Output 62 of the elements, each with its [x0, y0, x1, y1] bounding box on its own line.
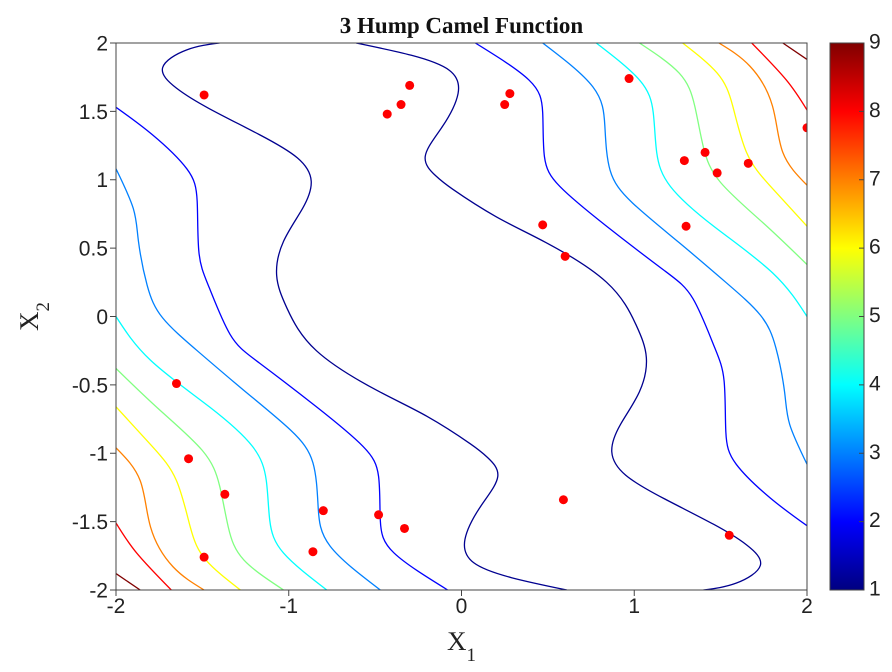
point	[624, 74, 634, 84]
line-series	[474, 43, 807, 526]
color-bar-label: 3	[869, 440, 881, 464]
point	[400, 524, 409, 533]
point	[682, 222, 691, 231]
point	[172, 379, 181, 388]
point	[724, 530, 734, 540]
line-series	[116, 106, 448, 590]
color-bar-label: 2	[869, 509, 881, 532]
line-series	[596, 43, 807, 318]
x-tick-label: 1	[628, 594, 640, 618]
line-series	[116, 316, 328, 590]
chart-title: 3 Hump Camel Function	[340, 13, 584, 38]
x-tick-label: 2	[801, 594, 813, 618]
line-series	[638, 43, 807, 266]
point	[405, 80, 414, 90]
point	[560, 252, 570, 261]
line-series	[162, 43, 568, 590]
line-series	[116, 168, 381, 590]
color-bar-label: 8	[869, 98, 881, 122]
color-bar-label: 5	[869, 304, 881, 328]
point	[680, 156, 689, 166]
color-bar-label: 4	[869, 372, 881, 396]
point	[184, 454, 194, 464]
point	[712, 168, 722, 178]
point	[538, 220, 548, 230]
x-tick-label: 0	[456, 594, 468, 618]
y-tick-label: 1.5	[78, 100, 108, 124]
line-series	[682, 43, 807, 227]
point	[374, 510, 384, 520]
color-bar-label: 7	[869, 167, 881, 190]
x-axis-title: X$_{1}$	[447, 626, 476, 666]
y-tick-label: -2	[89, 579, 108, 602]
color-bar-label: 6	[869, 236, 881, 259]
color-bar-label: 1	[869, 578, 881, 601]
x-tick-label: -1	[279, 594, 298, 618]
point	[200, 552, 209, 562]
point	[308, 547, 318, 556]
line-series	[116, 406, 242, 590]
y-tick-label: 1	[96, 169, 108, 192]
y-tick-label: 0	[96, 306, 108, 329]
y-tick-label: -1	[89, 442, 108, 466]
y-tick-label: 2	[96, 32, 108, 56]
y-tick-label: 0.5	[78, 238, 108, 261]
line-series	[718, 43, 807, 186]
color-bar-label: 9	[869, 30, 881, 54]
line-series	[355, 43, 762, 590]
point	[500, 100, 510, 110]
y-tick-label: -1.5	[72, 511, 108, 534]
point	[558, 495, 568, 504]
point	[505, 89, 514, 98]
point	[744, 158, 753, 168]
point	[200, 90, 209, 100]
point	[318, 506, 328, 516]
point	[700, 148, 710, 157]
point	[382, 110, 392, 119]
line-series	[542, 43, 807, 465]
point	[220, 490, 230, 499]
line-series	[116, 447, 205, 590]
line-series	[116, 368, 284, 590]
y-tick-label: -0.5	[72, 374, 108, 398]
point	[396, 100, 406, 110]
